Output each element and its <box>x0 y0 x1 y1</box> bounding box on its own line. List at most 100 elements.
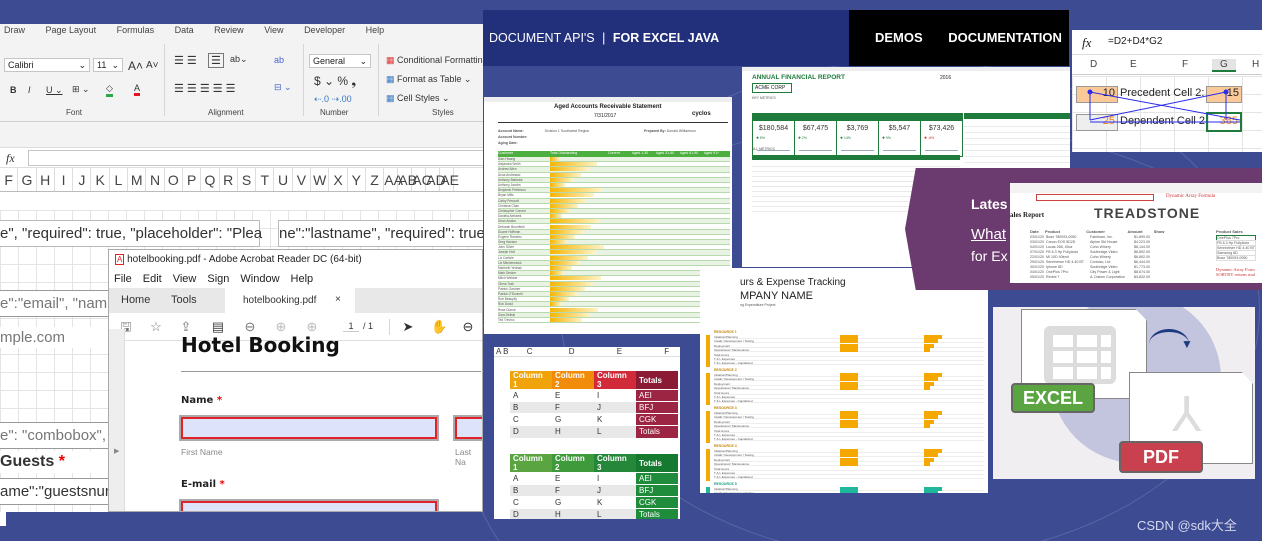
column-header[interactable]: AB <box>398 168 417 191</box>
tab-home[interactable]: Home <box>121 294 151 306</box>
key-metrics-label: KEY METRICS <box>752 96 776 100</box>
cell-json-firstname[interactable]: e", "required": true, "placeholder": "Pl… <box>0 220 262 247</box>
font-size-select[interactable]: 11 ⌄ <box>93 58 123 72</box>
menu-edit[interactable]: Edit <box>142 273 162 285</box>
column-header[interactable]: AC <box>412 168 432 191</box>
column-header[interactable]: W <box>311 168 330 191</box>
cell-email-placeholder[interactable]: mple.com <box>0 327 110 348</box>
menu-sign[interactable]: Sign <box>207 273 230 285</box>
column-header[interactable]: T <box>256 168 275 191</box>
cell-d2[interactable]: 10 <box>1076 86 1118 103</box>
column-header[interactable]: N <box>146 168 165 191</box>
format-as-table-button[interactable]: ▦ Format as Table ⌄ <box>386 74 472 84</box>
table-row: Deployment <box>714 419 984 424</box>
tab-review[interactable]: Review <box>214 25 244 35</box>
hand-tool-icon[interactable]: ✋ <box>431 319 448 334</box>
column-header[interactable]: L <box>110 168 129 191</box>
column-header[interactable]: U <box>274 168 293 191</box>
number-format-select[interactable]: General ⌄ <box>309 54 371 68</box>
tab-draw[interactable]: Draw <box>4 25 26 35</box>
latest-link[interactable]: What <box>971 226 1007 243</box>
column-header[interactable]: F <box>0 168 19 191</box>
table-row: Rob Dowd <box>498 302 730 308</box>
column-header[interactable]: AD <box>426 168 446 191</box>
zoom-search-icon[interactable]: ⊖ <box>244 319 256 334</box>
cell-g2[interactable]: 15 <box>1206 86 1242 103</box>
column-header[interactable]: O <box>165 168 183 191</box>
column-header[interactable]: Q <box>201 168 220 191</box>
cell-styles-button[interactable]: ▦ Cell Styles ⌄ <box>386 93 450 103</box>
cell-json-email[interactable]: e":"email", "nam <box>0 290 110 317</box>
column-header[interactable]: AA <box>384 168 403 191</box>
nav-documentation[interactable]: DOCUMENTATION <box>948 30 1062 45</box>
decimal-icons[interactable]: ⇠.0 ⇢.00 <box>314 94 352 104</box>
tab-help[interactable]: Help <box>365 25 385 35</box>
tab-data[interactable]: Data <box>174 25 194 35</box>
align-left-icon[interactable]: ☰ ☰ ☰ ☰ ☰ <box>174 83 236 95</box>
merge-center-icon[interactable]: ⊟ ⌄ <box>274 82 292 92</box>
column-header[interactable]: J <box>73 168 92 191</box>
cell-guests-label[interactable]: Guests * <box>0 451 110 473</box>
grow-font-icon[interactable]: A˄ <box>128 59 144 73</box>
databar <box>550 286 585 291</box>
select-cursor-icon[interactable]: ➤ <box>402 319 414 334</box>
column-header[interactable]: Z <box>366 168 385 191</box>
bold-button[interactable]: B <box>10 85 17 95</box>
tab-tools[interactable]: Tools <box>171 294 197 306</box>
cell-json-guests[interactable]: ame":"guestsnur <box>0 478 110 505</box>
wrap-text-icon[interactable]: ab <box>274 55 285 65</box>
save-icon[interactable]: 🖫 <box>120 319 132 334</box>
cell-json-lastname[interactable]: ne":"lastname", "required": true <box>278 220 483 247</box>
tab-view[interactable]: View <box>264 25 284 35</box>
upload-cloud-icon[interactable]: ⇪ <box>180 319 192 334</box>
shrink-font-icon[interactable]: A˅ <box>146 60 159 71</box>
conditional-formatting-button[interactable]: ▦ Conditional Formatting <box>386 55 483 65</box>
underline-button[interactable]: U ⌄ <box>46 85 63 95</box>
currency-icon[interactable]: $ ⌄ % ❟ <box>314 74 357 88</box>
column-header[interactable]: Y <box>348 168 366 191</box>
formula-input[interactable]: =D2+D4*G2 <box>1108 36 1163 47</box>
menu-file[interactable]: File <box>114 273 132 285</box>
menu-view[interactable]: View <box>172 273 197 285</box>
page-down-icon[interactable]: ⊕ <box>306 319 318 334</box>
column-header[interactable]: M <box>128 168 147 191</box>
tab-formulas[interactable]: Formulas <box>116 25 155 35</box>
page-up-icon[interactable]: ⊕ <box>275 319 287 334</box>
tab-page-layout[interactable]: Page Layout <box>45 25 97 35</box>
column-header[interactable]: I <box>55 168 74 191</box>
formula-input[interactable] <box>28 150 483 166</box>
italic-button[interactable]: I <box>28 85 31 95</box>
tab-developer[interactable]: Developer <box>304 25 346 35</box>
column-header[interactable]: P <box>183 168 202 191</box>
fill-color-icon[interactable]: ◇ <box>106 83 113 97</box>
font-color-icon[interactable]: A <box>134 83 141 96</box>
align-middle-icon[interactable]: ☰ <box>208 53 224 68</box>
column-header[interactable]: R <box>220 168 238 191</box>
print-icon[interactable]: ▤ <box>211 319 225 334</box>
bookmark-star-icon[interactable]: ☆ <box>150 319 162 334</box>
menu-help[interactable]: Help <box>290 273 314 285</box>
align-top-icon[interactable]: ☰ ☰ <box>174 55 197 67</box>
databar <box>550 276 601 281</box>
borders-icon[interactable]: ⊞ ⌄ <box>72 84 90 94</box>
last-name-input[interactable] <box>453 415 482 441</box>
column-header[interactable]: K <box>91 168 110 191</box>
page-number-input[interactable]: 1 <box>343 321 359 332</box>
column-header[interactable]: S <box>238 168 257 191</box>
first-name-input[interactable] <box>179 415 439 441</box>
cell-json-combobox[interactable]: e": "combobox", <box>0 422 110 449</box>
tab-document[interactable]: hotelbooking.pdf × <box>225 288 355 313</box>
column-header[interactable]: H <box>37 168 55 191</box>
column-header[interactable]: G <box>18 168 37 191</box>
close-tab-icon[interactable]: × <box>335 294 341 305</box>
font-name-select[interactable]: Calibri ⌄ <box>4 58 90 72</box>
menu-window[interactable]: Window <box>240 273 280 285</box>
email-input[interactable] <box>179 499 439 511</box>
column-header[interactable]: AE <box>440 168 459 191</box>
expand-panel-icon[interactable]: ▶ <box>114 448 120 455</box>
zoom-out-icon[interactable]: ⊖ <box>462 319 474 334</box>
column-header[interactable]: X <box>329 168 348 191</box>
orientation-icon[interactable]: ab⌄ <box>230 54 248 64</box>
column-header[interactable]: V <box>293 168 312 191</box>
nav-demos[interactable]: DEMOS <box>875 30 923 45</box>
